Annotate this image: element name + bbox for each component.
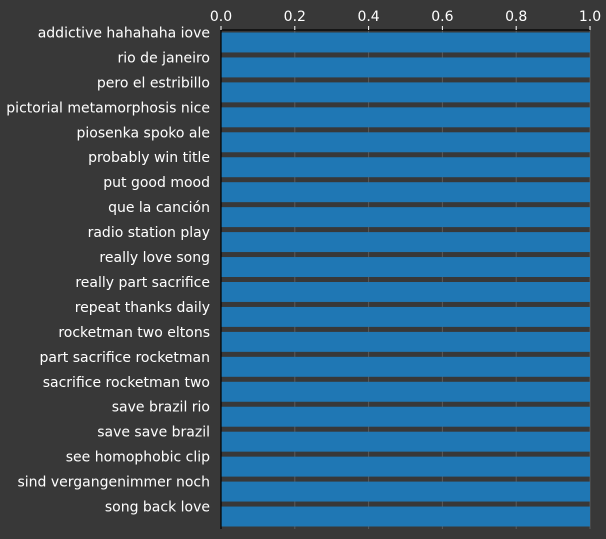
bar-19 [221, 506, 590, 527]
y-label-0: addictive hahahaha iove [38, 25, 210, 41]
bar-10 [221, 281, 590, 302]
y-label-4: piosenka spoko ale [77, 125, 210, 141]
x-tick-label-1: 0.2 [284, 9, 306, 25]
y-label-3: pictorial metamorphosis nice [6, 100, 210, 116]
bar-9 [221, 257, 590, 278]
bar-1 [221, 57, 590, 78]
bar-12 [221, 331, 590, 352]
y-label-19: song back love [105, 500, 210, 516]
bar-3 [221, 107, 590, 128]
x-tick-label-3: 0.6 [431, 9, 453, 25]
y-label-7: que la canción [108, 200, 210, 216]
bars [221, 32, 590, 527]
y-label-13: part sacrifice rocketman [40, 350, 210, 366]
x-axis-ticks: 0.0 0.2 0.4 0.6 0.8 1.0 [210, 9, 601, 30]
x-tick-label-0: 0.0 [210, 9, 232, 25]
bar-14 [221, 381, 590, 402]
bar-4 [221, 132, 590, 153]
bar-18 [221, 481, 590, 502]
y-label-15: save brazil rio [112, 400, 210, 416]
bar-16 [221, 431, 590, 452]
axes [220, 29, 590, 529]
y-label-1: rio de janeiro [118, 50, 210, 66]
y-label-10: really part sacrifice [75, 275, 210, 291]
bar-15 [221, 406, 590, 427]
y-label-11: repeat thanks daily [75, 300, 210, 316]
y-label-5: probably win title [88, 150, 210, 166]
y-label-16: save save brazil [97, 425, 210, 441]
y-label-8: radio station play [88, 225, 210, 241]
y-label-17: see homophobic clip [66, 450, 210, 466]
bar-0 [221, 32, 590, 53]
bar-7 [221, 207, 590, 228]
bar-13 [221, 356, 590, 377]
y-axis-labels: addictive hahahaha iove rio de janeiro per… [6, 25, 210, 515]
y-label-9: really love song [99, 250, 210, 266]
y-label-18: sind vergangenimmer noch [17, 475, 210, 491]
bar-11 [221, 306, 590, 327]
y-label-12: rocketman two eltons [58, 325, 210, 341]
y-label-14: sacrifice rocketman two [43, 375, 210, 391]
y-label-2: pero el estribillo [97, 75, 210, 91]
x-tick-label-4: 0.8 [505, 9, 527, 25]
y-label-6: put good mood [103, 175, 210, 191]
bar-2 [221, 82, 590, 103]
bar-6 [221, 182, 590, 203]
bar-5 [221, 157, 590, 178]
x-tick-label-2: 0.4 [357, 9, 379, 25]
x-tick-label-5: 1.0 [579, 9, 601, 25]
bar-8 [221, 232, 590, 253]
bar-17 [221, 456, 590, 477]
